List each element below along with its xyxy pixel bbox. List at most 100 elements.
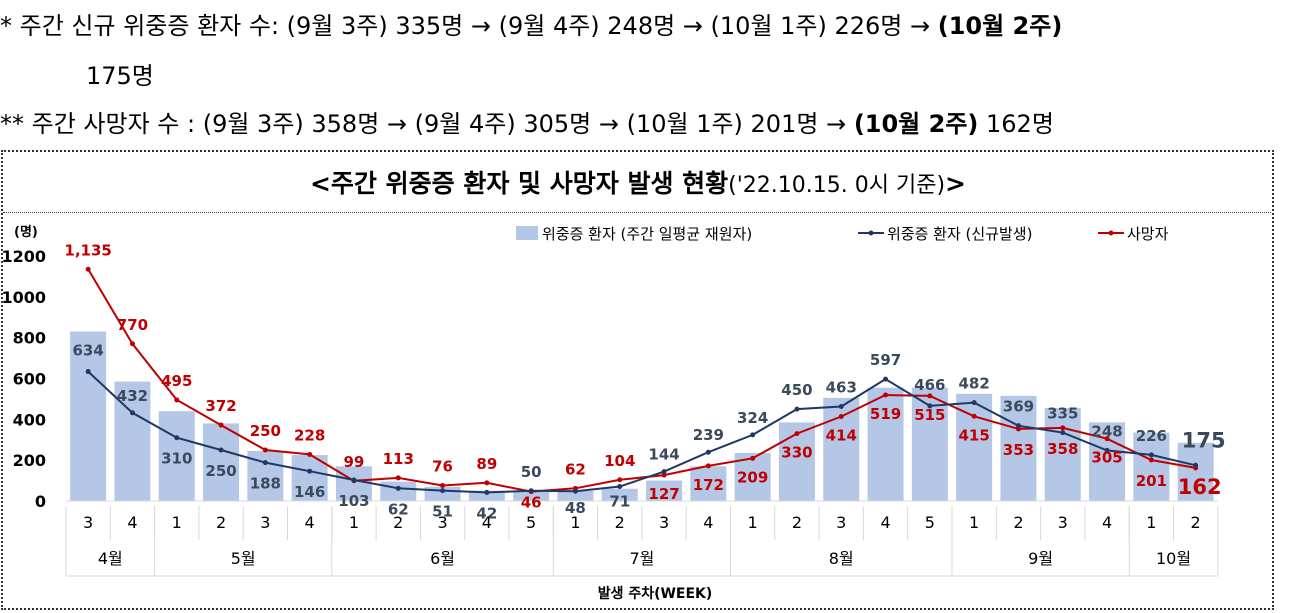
line-icu-new	[87, 370, 1196, 494]
x-tick-week: 1	[1146, 513, 1156, 532]
bar-icu-average	[158, 411, 195, 501]
bar-icu-average	[203, 423, 240, 501]
note-death-last: 162명	[978, 110, 1054, 138]
line-icu-new-point	[129, 410, 135, 416]
data-label-icu: 71	[609, 493, 630, 511]
data-label-death: 113	[383, 450, 414, 468]
data-label-death: 414	[826, 426, 857, 444]
line-icu-new-point	[1060, 430, 1066, 436]
x-tick-week: 3	[659, 513, 669, 532]
line-deaths-point	[750, 455, 756, 461]
line-deaths-point	[794, 431, 800, 437]
data-label-death: 46	[521, 494, 542, 512]
data-label-death: 353	[1003, 441, 1034, 459]
chart-title-main: <주간 위중증 환자 및 사망자 발생 현황	[309, 169, 729, 198]
x-tick-week: 4	[482, 513, 492, 532]
chart-frame	[1, 150, 1274, 610]
data-label-icu: 335	[1047, 405, 1078, 423]
line-deaths-point	[440, 482, 446, 488]
line-icu-new-point	[218, 447, 224, 453]
data-label-icu: 50	[521, 463, 542, 481]
line-deaths-point	[971, 413, 977, 419]
y-tick-label: 1200	[1, 247, 46, 266]
x-tick-week: 3	[83, 513, 93, 532]
line-icu-new-point	[750, 432, 756, 438]
bar-icu-average	[1177, 442, 1214, 501]
line-icu-new-point	[351, 477, 357, 483]
y-tick-label: 1000	[1, 288, 46, 307]
line-icu-new-point	[1104, 447, 1110, 453]
x-tick-week: 3	[260, 513, 270, 532]
data-label-death: 515	[914, 406, 945, 424]
line-deaths-point	[1104, 436, 1110, 442]
data-label-death: 172	[693, 476, 724, 494]
line-icu-new-point	[705, 449, 711, 455]
data-label-icu: 482	[958, 375, 989, 393]
x-tick-month: 9월	[1028, 549, 1053, 568]
legend-label-bar: 위중증 환자 (주간 일평균 재원자)	[542, 225, 752, 243]
bar-icu-average	[513, 491, 550, 501]
legend-swatch-icu-point	[868, 230, 874, 236]
bar-icu-average	[601, 488, 638, 501]
line-icu-new-point	[395, 485, 401, 491]
line-deaths-point	[129, 341, 135, 347]
x-tick-week: 5	[925, 513, 935, 532]
y-tick-label: 400	[13, 410, 46, 429]
note-icu-emphasis: (10월 2주)	[937, 12, 1063, 40]
x-axis-title: 발생 주차(WEEK)	[598, 585, 713, 602]
x-tick-week: 5	[526, 513, 536, 532]
y-axis-label: (명)	[14, 224, 38, 240]
line-icu-new-point	[971, 400, 977, 406]
line-deaths-point	[883, 392, 889, 398]
line-deaths-point	[262, 447, 268, 453]
data-label-death: 127	[648, 485, 679, 503]
x-tick-week: 4	[1102, 513, 1112, 532]
x-tick-month: 8월	[829, 549, 854, 568]
line-icu-new-point	[440, 488, 446, 494]
note-icu-last: 175명	[86, 62, 154, 90]
bar-icu-average	[1044, 408, 1081, 501]
data-label-icu: 248	[1091, 422, 1122, 440]
line-deaths-point	[705, 463, 711, 469]
x-tick-week: 4	[305, 513, 315, 532]
data-label-icu: 450	[781, 381, 812, 399]
data-label-death: 415	[958, 426, 989, 444]
line-deaths-point	[484, 480, 490, 486]
x-tick-week: 2	[1013, 513, 1023, 532]
line-deaths-point	[85, 266, 91, 272]
note-death-emphasis: (10월 2주)	[853, 110, 979, 138]
line-deaths-point	[174, 397, 180, 403]
line-icu-new-point	[307, 468, 313, 474]
line-icu-new-point	[794, 406, 800, 412]
line-icu-new-point	[838, 403, 844, 409]
note-icu: * 주간 신규 위중증 환자 수: (9월 3주) 335명 → (9월 4주)…	[0, 6, 1289, 41]
note-icu-text: * 주간 신규 위중증 환자 수: (9월 3주) 335명 → (9월 4주)…	[0, 12, 938, 40]
data-label-death: 162	[1178, 475, 1222, 499]
data-label-icu: 250	[205, 462, 236, 480]
note-death-text: ** 주간 사망자 수 : (9월 3주) 358명 → (9월 4주) 305…	[0, 110, 854, 138]
line-icu-new-point	[262, 460, 268, 466]
line-deaths-point	[661, 472, 667, 478]
line-deaths-point	[927, 393, 933, 399]
x-tick-week: 2	[615, 513, 625, 532]
line-icu-new-point	[572, 488, 578, 494]
bar-icu-average	[468, 490, 505, 501]
x-tick-week: 2	[216, 513, 226, 532]
chart-title-date: ('22.10.15. 0시 기준)	[728, 173, 946, 198]
bar-icu-average	[557, 490, 594, 501]
bar-icu-average	[335, 466, 372, 501]
x-tick-week: 1	[172, 513, 182, 532]
data-label-icu: 42	[476, 504, 497, 522]
data-label-icu: 310	[161, 450, 192, 468]
x-tick-week: 1	[969, 513, 979, 532]
x-tick-week: 3	[836, 513, 846, 532]
legend-swatch-bar	[516, 226, 538, 240]
x-tick-week: 4	[703, 513, 713, 532]
line-deaths	[87, 268, 1196, 493]
line-deaths-point	[218, 422, 224, 428]
line-icu-new-point	[1193, 462, 1199, 468]
line-icu-new-point	[617, 484, 623, 490]
data-label-icu: 188	[250, 475, 281, 493]
data-label-death: 209	[737, 468, 768, 486]
x-tick-week: 1	[748, 513, 758, 532]
